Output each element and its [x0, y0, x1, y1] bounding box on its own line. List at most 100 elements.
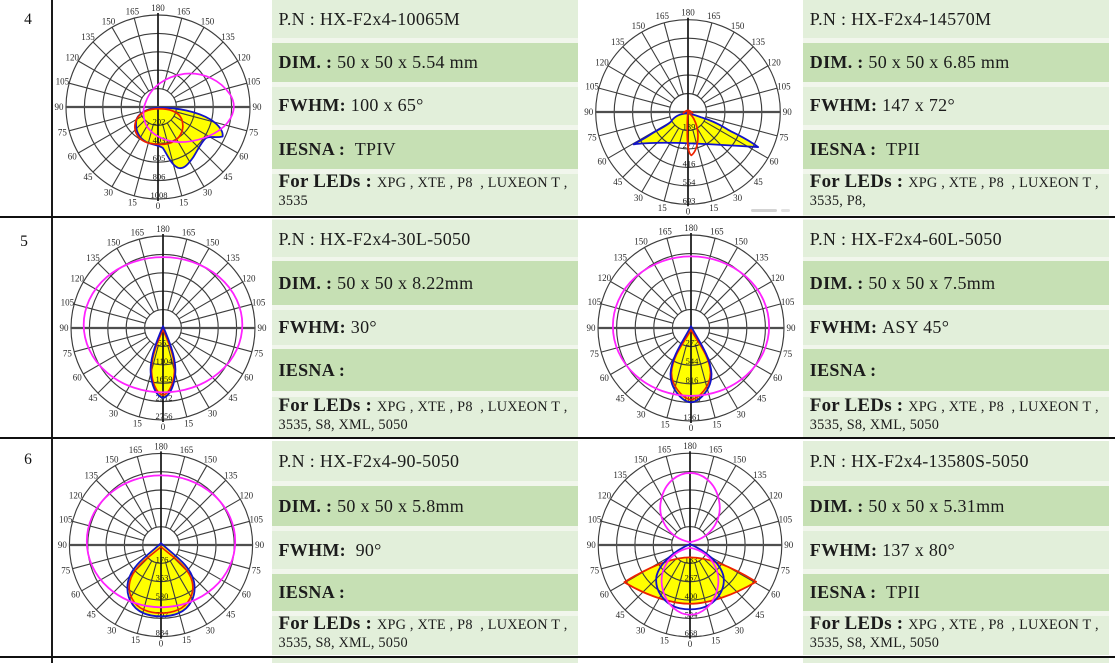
- svg-text:165: 165: [177, 6, 191, 16]
- svg-text:90: 90: [783, 107, 793, 117]
- svg-text:150: 150: [634, 455, 648, 465]
- svg-text:884: 884: [155, 628, 169, 638]
- svg-text:180: 180: [683, 441, 697, 451]
- svg-text:165: 165: [181, 227, 195, 237]
- svg-text:45: 45: [86, 610, 96, 620]
- svg-text:15: 15: [179, 197, 189, 207]
- svg-text:60: 60: [239, 151, 249, 161]
- svg-text:105: 105: [586, 81, 600, 91]
- svg-text:165: 165: [710, 227, 724, 237]
- svg-text:60: 60: [241, 589, 251, 599]
- svg-text:105: 105: [247, 76, 261, 86]
- svg-text:60: 60: [600, 590, 610, 600]
- svg-text:150: 150: [731, 21, 745, 31]
- svg-text:30: 30: [109, 408, 119, 418]
- svg-text:75: 75: [783, 349, 793, 359]
- svg-text:180: 180: [682, 8, 696, 18]
- svg-text:90: 90: [786, 323, 796, 333]
- svg-text:277: 277: [683, 140, 696, 150]
- svg-text:15: 15: [182, 635, 192, 645]
- svg-text:544: 544: [685, 356, 699, 366]
- svg-text:135: 135: [86, 253, 100, 263]
- svg-text:60: 60: [600, 373, 610, 383]
- svg-text:403: 403: [153, 135, 166, 145]
- svg-text:45: 45: [754, 177, 764, 187]
- svg-text:90: 90: [586, 540, 596, 550]
- svg-text:45: 45: [226, 610, 236, 620]
- svg-text:165: 165: [707, 11, 721, 21]
- svg-text:150: 150: [734, 237, 748, 247]
- svg-text:135: 135: [613, 252, 627, 262]
- svg-text:133: 133: [684, 555, 697, 565]
- svg-text:816: 816: [685, 375, 698, 385]
- svg-text:165: 165: [657, 445, 671, 455]
- svg-text:75: 75: [249, 127, 259, 137]
- svg-text:554: 554: [683, 177, 697, 187]
- svg-text:0: 0: [686, 206, 691, 216]
- svg-text:90: 90: [57, 540, 67, 550]
- svg-text:1361: 1361: [683, 412, 700, 422]
- svg-text:30: 30: [203, 187, 213, 197]
- svg-text:60: 60: [598, 157, 608, 167]
- svg-text:45: 45: [755, 610, 765, 620]
- svg-text:90: 90: [584, 107, 594, 117]
- svg-text:150: 150: [106, 237, 120, 247]
- svg-text:0: 0: [158, 639, 163, 649]
- svg-text:0: 0: [689, 423, 694, 433]
- svg-text:150: 150: [102, 16, 116, 26]
- svg-text:120: 120: [237, 52, 251, 62]
- svg-text:180: 180: [156, 224, 170, 234]
- svg-text:105: 105: [251, 297, 265, 307]
- svg-text:15: 15: [712, 420, 722, 430]
- svg-text:180: 180: [154, 441, 168, 451]
- svg-text:30: 30: [634, 193, 644, 203]
- svg-text:0: 0: [687, 639, 692, 649]
- svg-text:60: 60: [71, 589, 81, 599]
- svg-text:668: 668: [684, 628, 697, 638]
- svg-text:105: 105: [781, 297, 795, 307]
- svg-text:30: 30: [104, 187, 114, 197]
- svg-text:1008: 1008: [151, 190, 168, 200]
- svg-text:105: 105: [588, 515, 602, 525]
- svg-text:135: 135: [226, 253, 240, 263]
- svg-text:150: 150: [634, 237, 648, 247]
- svg-text:30: 30: [208, 408, 218, 418]
- svg-text:120: 120: [68, 491, 82, 501]
- svg-text:202: 202: [153, 116, 166, 126]
- svg-text:75: 75: [590, 566, 600, 576]
- svg-text:60: 60: [244, 372, 254, 382]
- svg-text:135: 135: [613, 470, 627, 480]
- svg-text:30: 30: [636, 626, 646, 636]
- svg-text:135: 135: [84, 470, 98, 480]
- svg-text:60: 60: [771, 590, 781, 600]
- svg-text:90: 90: [257, 323, 267, 333]
- svg-text:60: 60: [773, 373, 783, 383]
- svg-text:272: 272: [685, 338, 698, 348]
- svg-text:30: 30: [735, 626, 745, 636]
- svg-text:45: 45: [757, 394, 767, 404]
- svg-text:75: 75: [254, 348, 264, 358]
- svg-text:150: 150: [632, 21, 646, 31]
- svg-text:707: 707: [155, 609, 168, 619]
- svg-text:400: 400: [684, 591, 697, 601]
- svg-text:105: 105: [60, 297, 74, 307]
- svg-text:605: 605: [153, 153, 166, 163]
- svg-text:30: 30: [636, 410, 646, 420]
- svg-text:30: 30: [205, 625, 215, 635]
- svg-text:105: 105: [249, 515, 263, 525]
- svg-text:693: 693: [683, 195, 696, 205]
- svg-text:45: 45: [616, 394, 626, 404]
- svg-text:135: 135: [81, 32, 95, 42]
- svg-text:75: 75: [588, 133, 598, 143]
- svg-text:165: 165: [656, 11, 670, 21]
- svg-text:75: 75: [58, 127, 68, 137]
- svg-text:139: 139: [683, 121, 696, 131]
- svg-text:165: 165: [130, 227, 144, 237]
- svg-text:60: 60: [68, 151, 78, 161]
- svg-text:45: 45: [224, 172, 234, 182]
- svg-text:45: 45: [228, 393, 238, 403]
- svg-text:105: 105: [59, 515, 73, 525]
- svg-text:90: 90: [255, 540, 265, 550]
- svg-text:90: 90: [784, 540, 794, 550]
- svg-text:135: 135: [753, 470, 767, 480]
